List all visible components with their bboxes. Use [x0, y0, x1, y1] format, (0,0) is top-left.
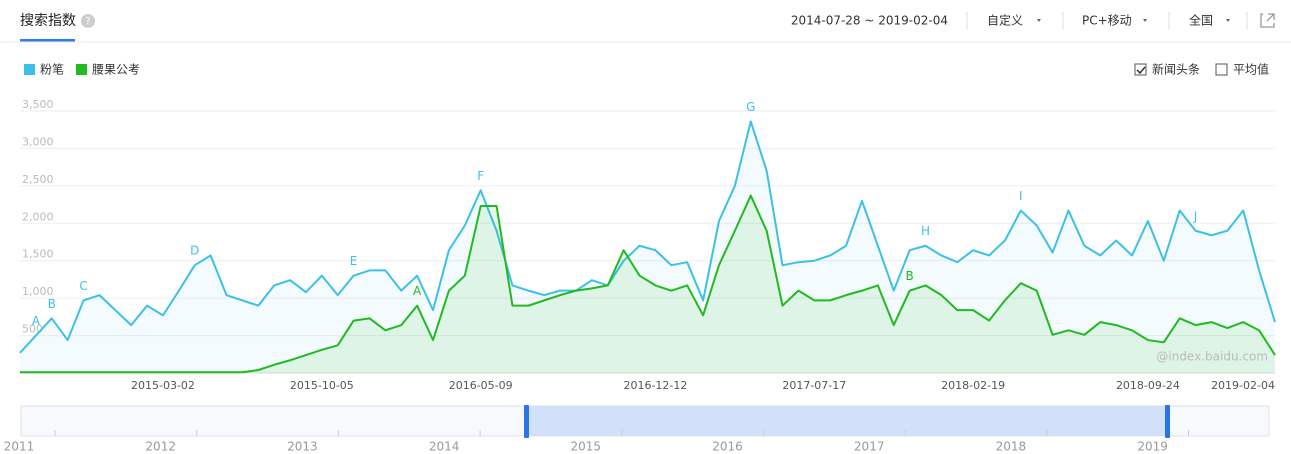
y-tick-label: 3,500	[22, 98, 54, 111]
y-tick-label: 1,000	[22, 285, 54, 298]
annotation[interactable]: C	[79, 279, 87, 293]
annotation[interactable]: A	[32, 314, 41, 328]
dropdown-arrow[interactable]	[1143, 19, 1147, 22]
legend-label[interactable]: 粉笔	[40, 62, 64, 77]
tab-title[interactable]: 搜索指数	[20, 12, 76, 29]
navigator-year: 2019	[1137, 440, 1168, 454]
option-label[interactable]: 平均值	[1233, 62, 1269, 77]
navigator-year: 2011	[4, 440, 35, 454]
x-tick-label: 2018-02-19	[941, 379, 1005, 392]
x-tick-label: 2019-02-04	[1211, 379, 1275, 392]
y-tick-label: 1,500	[22, 248, 54, 261]
option-label[interactable]: 新闻头条	[1152, 62, 1200, 77]
x-tick-label: 2015-10-05	[290, 379, 354, 392]
x-tick-label: 2016-12-12	[623, 379, 687, 392]
annotation[interactable]: F	[477, 169, 484, 183]
y-tick-label: 2,000	[22, 210, 54, 223]
help-text[interactable]: ?	[85, 16, 90, 27]
navigator-year: 2018	[996, 440, 1027, 454]
device-select[interactable]: PC+移动	[1082, 14, 1132, 28]
annotation[interactable]: D	[190, 244, 199, 258]
watermark: @index.baidu.com	[1156, 350, 1268, 364]
series-line	[20, 194, 1276, 374]
x-tick-label: 2017-07-17	[782, 379, 846, 392]
navigator-year: 2012	[145, 440, 176, 454]
annotation[interactable]: E	[350, 254, 358, 268]
date-range[interactable]: 2014-07-28 ~ 2019-02-04	[791, 14, 948, 28]
series-line	[19, 120, 1276, 354]
x-tick-label: 2015-03-02	[131, 379, 195, 392]
annotation[interactable]: H	[921, 224, 930, 238]
checkbox[interactable]	[1134, 63, 1147, 76]
checkmark[interactable]	[1136, 66, 1146, 75]
y-tick-label: 2,500	[22, 173, 54, 186]
navigator-year: 2017	[854, 440, 885, 454]
x-tick-label: 2018-09-24	[1116, 379, 1180, 392]
annotation[interactable]: I	[1019, 189, 1023, 203]
legend-swatch[interactable]	[24, 64, 35, 75]
mode-select[interactable]: 自定义	[987, 13, 1023, 28]
annotation[interactable]: B	[906, 269, 914, 283]
navigator-year: 2015	[571, 440, 602, 454]
dropdown-arrow[interactable]	[1226, 19, 1230, 22]
annotation[interactable]: J	[1193, 209, 1198, 223]
legend-swatch[interactable]	[76, 64, 87, 75]
dropdown-arrow[interactable]	[1037, 19, 1041, 22]
legend-label[interactable]: 腰果公考	[92, 63, 140, 77]
region-select[interactable]: 全国	[1189, 13, 1213, 28]
y-tick-label: 3,000	[22, 135, 54, 148]
navigator-year: 2014	[429, 440, 460, 454]
tab-underline	[20, 39, 75, 42]
annotation[interactable]: G	[746, 100, 755, 114]
export-icon[interactable]	[1260, 13, 1275, 28]
navigator-year: 2013	[287, 440, 318, 454]
navigator-selection[interactable]	[527, 406, 1167, 436]
checkbox[interactable]	[1215, 63, 1228, 76]
navigator-handle[interactable]	[1165, 405, 1170, 438]
x-tick-label: 2016-05-09	[449, 379, 513, 392]
annotation[interactable]: A	[413, 284, 422, 298]
navigator-handle[interactable]	[524, 405, 529, 438]
help-icon[interactable]	[81, 14, 95, 28]
series-area	[20, 195, 1275, 373]
annotation[interactable]: B	[48, 297, 56, 311]
navigator-year: 2016	[712, 440, 743, 454]
